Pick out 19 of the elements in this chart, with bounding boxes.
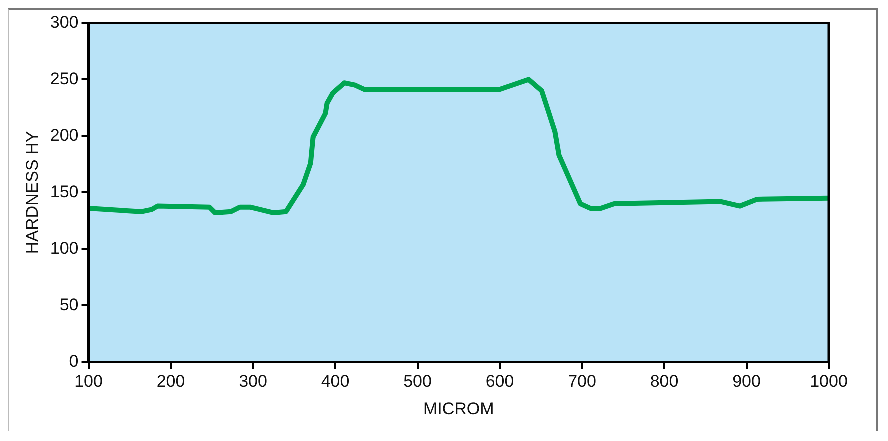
y-tick-label: 200 [50, 126, 79, 145]
y-tick-label: 50 [60, 295, 79, 314]
y-axis-title: HARDNESS HY [22, 131, 42, 254]
y-tick-label: 150 [50, 182, 79, 202]
y-tick-label: 250 [50, 69, 79, 88]
y-tick-label: 100 [50, 238, 79, 258]
x-tick-label: 300 [239, 372, 268, 392]
x-tick-label: 400 [321, 372, 350, 392]
x-axis-title: MICROM [423, 399, 494, 418]
x-tick-label: 600 [486, 372, 514, 392]
x-tick-label: 100 [74, 372, 103, 392]
x-tick-label: 500 [404, 372, 432, 392]
x-tick-label: 800 [650, 372, 679, 392]
x-tick-label: 1000 [810, 372, 848, 392]
y-tick-label: 300 [50, 12, 79, 32]
x-tick-label: 200 [156, 372, 186, 392]
x-tick-label: 700 [568, 372, 596, 392]
x-tick-label: 900 [732, 372, 761, 392]
y-tick-label: 0 [69, 352, 79, 371]
